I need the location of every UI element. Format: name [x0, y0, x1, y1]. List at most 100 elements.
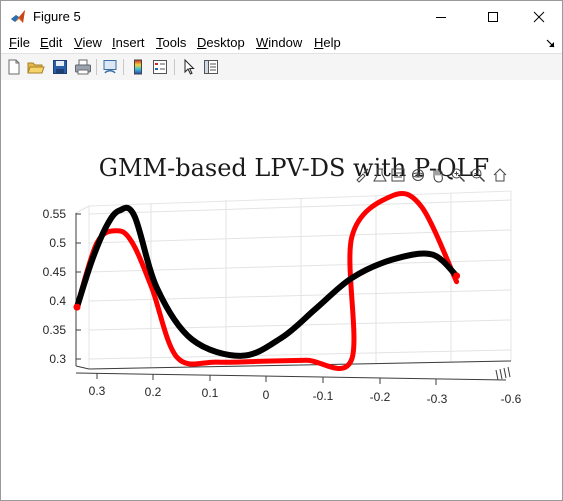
menu-bar: File Edit View Insert Tools Desktop Wind…	[1, 33, 562, 53]
data-tips-icon	[373, 168, 387, 182]
close-icon	[533, 11, 545, 23]
y-tick-label: 0.3	[49, 352, 66, 366]
window-title: Figure 5	[33, 9, 81, 24]
x-tick-label: -0.3	[427, 392, 448, 406]
y-tick-label: 0.5	[49, 236, 66, 250]
plot-svg[interactable]: GMM-based LPV-DS with P-QLF	[1, 80, 562, 500]
menu-file-accel: F	[9, 35, 17, 50]
figure-toolbar	[1, 53, 562, 81]
menu-desktop-accel: D	[197, 35, 207, 50]
brush-icon	[356, 168, 369, 183]
series-marker	[453, 272, 461, 280]
property-inspector-icon	[204, 60, 218, 74]
figure-canvas: GMM-based LPV-DS with P-QLF	[1, 80, 562, 500]
legend-icon	[391, 168, 405, 182]
menu-help[interactable]: Help	[314, 35, 341, 50]
legend-icon	[153, 60, 167, 74]
y-tick-label: 0.45	[43, 265, 67, 279]
menu-insert-accel: I	[112, 35, 116, 50]
dock-arrow-icon[interactable]	[546, 39, 556, 49]
zoom-out-icon	[471, 168, 486, 183]
restore-view-button[interactable]	[491, 166, 509, 184]
brush-button[interactable]	[353, 166, 371, 184]
axis-ticks	[76, 213, 511, 385]
menu-edit-label: dit	[48, 35, 63, 50]
zoom-in-button[interactable]	[449, 166, 467, 184]
close-button[interactable]	[516, 1, 562, 33]
menu-edit[interactable]: Edit	[40, 35, 62, 50]
menu-help-accel: H	[314, 35, 324, 50]
menu-edit-accel: E	[40, 35, 49, 50]
new-figure-button[interactable]	[4, 57, 24, 77]
home-icon	[493, 168, 507, 182]
menu-file[interactable]: File	[9, 35, 30, 50]
axes-toolbar	[353, 166, 513, 186]
link-plot-icon	[103, 60, 117, 74]
minimize-button[interactable]	[418, 1, 464, 33]
y-tick-label: 0.4	[49, 294, 66, 308]
insert-colorbar-button[interactable]	[128, 57, 148, 77]
open-file-button[interactable]	[26, 57, 46, 77]
x-tick-label: -0.6	[501, 392, 522, 406]
x-tick-label: -0.2	[370, 390, 391, 404]
series-layer	[73, 191, 461, 372]
menu-view-accel: V	[74, 35, 83, 50]
colorbar-icon	[134, 59, 142, 75]
axes-grid	[75, 190, 512, 370]
x-tick-label: 0	[263, 388, 270, 402]
plot-title: GMM-based LPV-DS with P-QLF	[99, 154, 489, 182]
insert-legend-button[interactable]	[150, 57, 170, 77]
save-button[interactable]	[50, 57, 70, 77]
menu-tools-accel: T	[156, 35, 163, 50]
menu-view-label: iew	[82, 35, 102, 50]
maximize-button[interactable]	[470, 1, 516, 33]
menu-file-label: ile	[16, 35, 30, 50]
print-button[interactable]	[73, 57, 93, 77]
menu-help-label: elp	[323, 35, 341, 50]
open-folder-icon	[27, 62, 45, 74]
menu-window-accel: W	[256, 35, 269, 50]
series-line-black	[74, 204, 460, 359]
rotate-3d-button[interactable]	[409, 166, 427, 184]
printer-icon	[75, 59, 91, 75]
zoom-out-button[interactable]	[469, 166, 487, 184]
y-tick-label: 0.35	[43, 323, 67, 337]
property-inspector-button[interactable]	[201, 57, 221, 77]
x-tick-label: 0.2	[145, 385, 162, 399]
y-tick-label: 0.55	[43, 207, 67, 221]
zoom-in-icon	[451, 168, 466, 183]
data-tips-button[interactable]	[371, 166, 389, 184]
edit-plot-button[interactable]	[179, 57, 199, 77]
toolbar-separator	[174, 59, 175, 75]
menu-view[interactable]: View	[74, 35, 102, 50]
pan-hand-icon	[433, 168, 443, 183]
toolbar-separator	[96, 59, 97, 75]
title-bar: Figure 5	[1, 1, 562, 33]
save-icon	[53, 60, 67, 74]
menu-desktop-label: esktop	[206, 35, 245, 50]
maximize-icon	[488, 12, 498, 22]
toolbar-separator	[123, 59, 124, 75]
series-marker	[73, 303, 81, 311]
menu-desktop[interactable]: Desktop	[197, 35, 245, 50]
axis-lines	[75, 213, 512, 381]
x-tick-label: -0.1	[313, 389, 334, 403]
rotate-3d-icon	[412, 169, 424, 181]
pan-button[interactable]	[429, 166, 447, 184]
x-tick-label: 0.3	[89, 384, 106, 398]
axes-legend-button[interactable]	[389, 166, 407, 184]
series-line-red	[74, 191, 460, 372]
matlab-icon	[11, 10, 25, 23]
menu-tools-label: ools	[162, 35, 187, 50]
pointer-arrow-icon	[184, 59, 195, 75]
link-plot-button[interactable]	[100, 57, 120, 77]
menu-insert-label: nsert	[115, 35, 145, 50]
x-tick-label: 0.1	[202, 386, 219, 400]
menu-insert[interactable]: Insert	[112, 35, 145, 50]
new-file-icon	[8, 59, 20, 75]
menu-window-label: indow	[268, 35, 303, 50]
minimize-icon	[436, 17, 446, 18]
menu-window[interactable]: Window	[256, 35, 302, 50]
menu-tools[interactable]: Tools	[156, 35, 186, 50]
